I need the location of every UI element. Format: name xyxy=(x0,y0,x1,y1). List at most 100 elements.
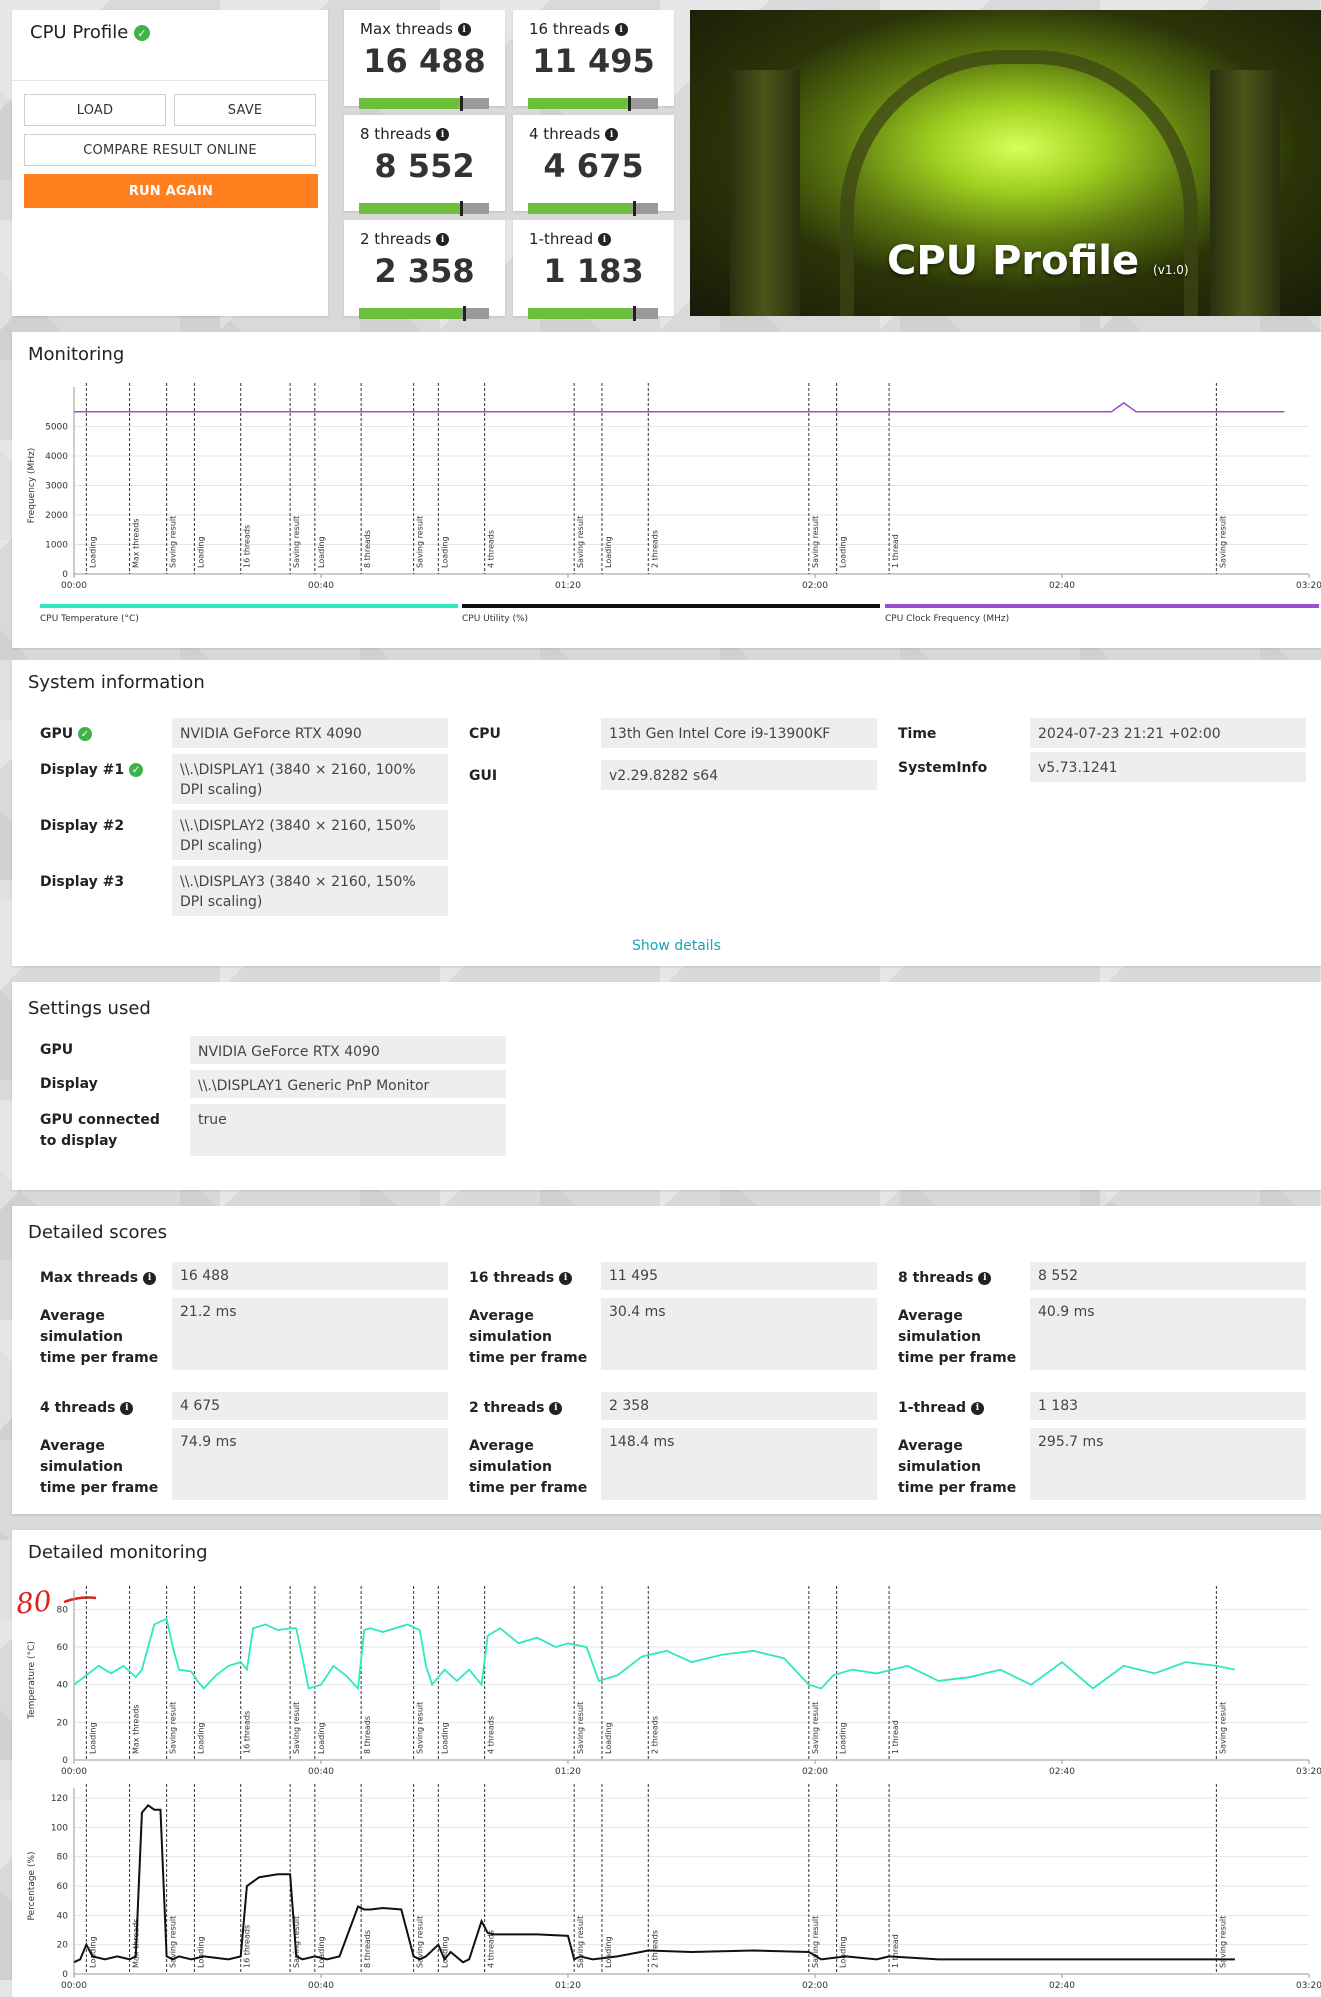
display1-check-icon: ✓ xyxy=(128,763,143,777)
segment-label: Saving result xyxy=(1218,1702,1227,1754)
legend-swatch-utility xyxy=(462,604,880,608)
segment-label: Saving result xyxy=(576,1702,585,1754)
annotation-tick xyxy=(63,1596,97,1604)
settings-gpu-value: NVIDIA GeForce RTX 4090 xyxy=(190,1036,506,1064)
load-button[interactable]: LOAD xyxy=(24,94,166,126)
info-icon[interactable]: i xyxy=(120,1401,134,1415)
x-tick-label: 00:40 xyxy=(308,581,334,591)
detailed-score-value: 16 488 xyxy=(172,1262,448,1290)
detailed-score-label: 2 threads i xyxy=(469,1400,563,1416)
x-tick-label: 02:40 xyxy=(1049,581,1075,591)
info-icon[interactable]: i xyxy=(970,1401,984,1415)
cpu-value: 13th Gen Intel Core i9-13900KF xyxy=(601,718,877,748)
avg-sim-time-label: Average simulation time per frame xyxy=(40,1438,159,1496)
avg-sim-time-label: Average simulation time per frame xyxy=(898,1438,1017,1496)
segment-label: 1 thread xyxy=(891,1934,900,1968)
info-icon[interactable]: i xyxy=(614,23,628,36)
settings-display-label: Display xyxy=(40,1076,98,1092)
system-info-panel: System information GPU ✓ NVIDIA GeForce … xyxy=(12,660,1321,966)
info-icon[interactable]: i xyxy=(436,233,450,246)
segment-label: Max threads xyxy=(132,519,141,568)
run-again-button[interactable]: RUN AGAIN xyxy=(24,174,318,208)
display3-label: Display #3 xyxy=(40,874,125,890)
segment-label: Saving result xyxy=(576,516,585,568)
segment-label: Loading xyxy=(839,536,848,568)
x-tick-label: 03:20 xyxy=(1296,1767,1321,1777)
segment-label: Loading xyxy=(440,1722,449,1754)
segment-label: Loading xyxy=(317,1936,326,1968)
score-value: 8 552 xyxy=(374,147,475,185)
x-tick-label: 02:40 xyxy=(1049,1767,1075,1777)
info-icon[interactable]: i xyxy=(559,1271,573,1285)
gui-value: v2.29.8282 s64 xyxy=(601,760,877,790)
hero-title: CPU Profile (v1.0) xyxy=(887,238,1189,284)
y-tick-label: 0 xyxy=(62,1970,68,1980)
segment-label: 2 threads xyxy=(650,1716,659,1754)
avg-sim-time-value: 295.7 ms xyxy=(1030,1428,1306,1500)
systeminfo-value: v5.73.1241 xyxy=(1030,752,1306,782)
info-icon[interactable]: i xyxy=(605,128,619,141)
segment-label: Saving result xyxy=(576,1916,585,1968)
display2-label: Display #2 xyxy=(40,818,125,834)
utility-chart: 0 20 40 60 80 100 120 00:00 00:40 01:20 02:00 02:40… xyxy=(27,1784,1321,1991)
time-label: Time xyxy=(898,726,937,742)
segment-label: 16 threads xyxy=(243,1925,252,1968)
compare-online-button[interactable]: COMPARE RESULT ONLINE xyxy=(24,134,316,166)
avg-sim-time-value: 148.4 ms xyxy=(601,1428,877,1500)
verified-check-icon: ✓ xyxy=(134,25,151,41)
y-tick-label: 100 xyxy=(51,1823,68,1833)
score-bar-marker xyxy=(633,306,637,321)
profile-title: CPU Profile xyxy=(30,22,129,43)
display1-value: \\.\DISPLAY1 (3840 × 2160, 100% DPI scal… xyxy=(172,754,448,804)
info-icon[interactable]: i xyxy=(597,233,611,246)
y-tick-label: 5000 xyxy=(45,423,68,433)
y-tick-label: 4000 xyxy=(45,452,68,462)
segment-label: Saving result xyxy=(416,1702,425,1754)
hero-title-text: CPU Profile xyxy=(887,238,1140,284)
detailed-scores-title: Detailed scores xyxy=(28,1222,167,1243)
detailed-score-label: 1-thread i xyxy=(898,1400,984,1416)
info-icon[interactable]: i xyxy=(436,128,450,141)
y-tick-label: 2000 xyxy=(45,511,68,521)
avg-sim-time-value: 74.9 ms xyxy=(172,1428,448,1500)
score-bar-marker xyxy=(628,96,632,111)
score-bar-fill xyxy=(359,308,462,319)
score-label: 4 threads i xyxy=(529,125,619,143)
save-button[interactable]: SAVE xyxy=(174,94,316,126)
info-icon[interactable]: i xyxy=(549,1401,563,1415)
segment-label: 4 threads xyxy=(487,530,496,568)
segment-label: Loading xyxy=(317,536,326,568)
settings-panel: Settings used GPU NVIDIA GeForce RTX 409… xyxy=(12,982,1321,1190)
segment-label: Loading xyxy=(839,1722,848,1754)
segment-label: Loading xyxy=(196,536,205,568)
score-bar xyxy=(528,201,658,216)
monitoring-title: Monitoring xyxy=(28,344,125,365)
score-label: Max threads i xyxy=(360,20,471,38)
score-tile: 4 threads i 4 675 xyxy=(513,115,674,216)
info-icon[interactable]: i xyxy=(978,1271,992,1285)
x-tick-label: 02:00 xyxy=(802,1981,828,1991)
x-tick-label: 00:40 xyxy=(308,1981,334,1991)
x-tick-label: 01:20 xyxy=(555,1767,581,1777)
gpu-check-icon: ✓ xyxy=(78,727,92,741)
segment-label: Loading xyxy=(88,536,97,568)
detailed-score-label: 8 threads i xyxy=(898,1270,992,1286)
segment-label: Saving result xyxy=(811,1702,820,1754)
info-icon[interactable]: i xyxy=(457,23,471,36)
score-bar-marker xyxy=(460,201,464,216)
y-tick-label: 20 xyxy=(57,1718,69,1728)
x-tick-label: 00:00 xyxy=(61,1981,87,1991)
score-value: 2 358 xyxy=(374,252,475,290)
segment-label: Saving result xyxy=(811,516,820,568)
series-line xyxy=(73,1617,1236,1691)
x-tick-label: 02:00 xyxy=(802,1767,828,1777)
score-value: 1 183 xyxy=(543,252,644,290)
segment-label: Saving result xyxy=(292,516,301,568)
x-tick-label: 00:40 xyxy=(308,1767,334,1777)
x-tick-label: 00:00 xyxy=(61,1767,87,1777)
time-value: 2024-07-23 21:21 +02:00 xyxy=(1030,718,1306,748)
show-details-link[interactable]: Show details xyxy=(632,938,721,954)
detailed-monitoring-panel: Detailed monitoring 80 0 20 40 60 80 00:00 00:… xyxy=(12,1530,1321,1997)
info-icon[interactable]: i xyxy=(143,1271,157,1285)
segment-label: 16 threads xyxy=(243,1711,252,1754)
